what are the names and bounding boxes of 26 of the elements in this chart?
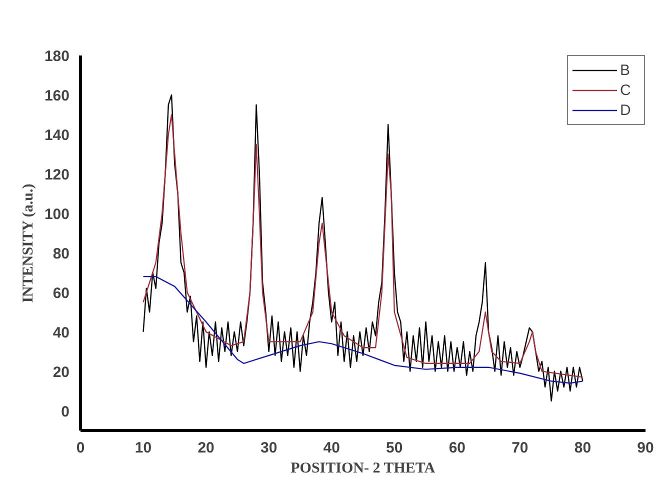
x-axis-title: POSITION- 2 THETA (290, 460, 436, 476)
legend-label: C (620, 82, 632, 98)
y-tick-label: 20 (52, 364, 70, 381)
x-tick-label: 10 (134, 440, 152, 456)
y-tick-label: 120 (44, 166, 70, 184)
x-tick-label: 80 (574, 440, 592, 456)
y-tick-label: 180 (44, 48, 70, 65)
y-tick-label: 80 (52, 245, 70, 262)
y-tick-label: 160 (44, 87, 70, 104)
x-tick-label: 40 (323, 440, 340, 456)
x-tick-label: 20 (198, 440, 214, 456)
x-tick-label: 50 (386, 440, 403, 456)
y-tick-label: 100 (44, 206, 70, 223)
y-tick-label: 40 (52, 324, 70, 342)
legend-label: D (620, 102, 632, 118)
y-axis-title: INTENSITY (a.u.) (20, 184, 36, 303)
y-tick-label: 0 (61, 403, 70, 420)
x-tick-label: 70 (512, 440, 528, 456)
x-tick-label: 30 (260, 440, 278, 456)
y-tick-label: 60 (52, 284, 70, 302)
x-tick-label: 90 (637, 440, 654, 456)
legend-label: B (620, 62, 632, 78)
x-tick-label: 60 (448, 440, 466, 456)
x-tick-label: 0 (76, 440, 85, 456)
line-series (142, 276, 584, 384)
y-tick-label: 140 (44, 126, 70, 144)
